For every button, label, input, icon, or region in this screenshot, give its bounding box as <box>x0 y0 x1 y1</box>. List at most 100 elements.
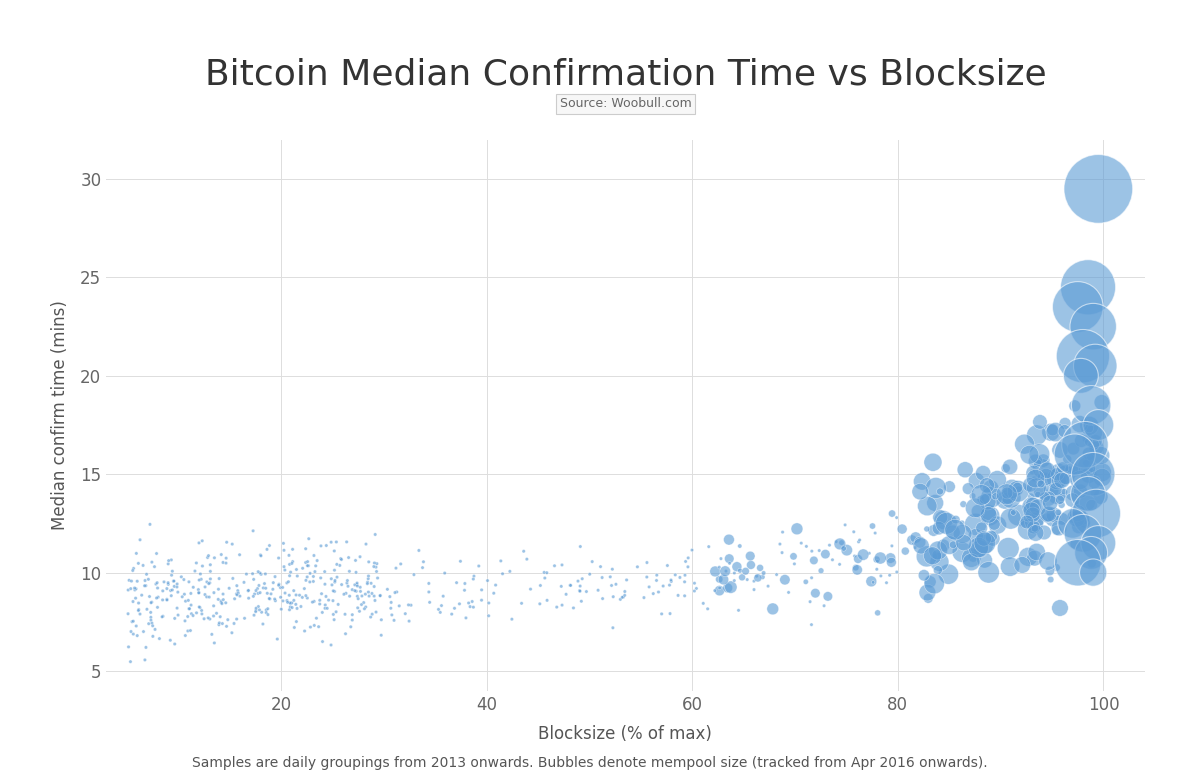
Point <box>260 539 278 552</box>
Point <box>564 601 583 614</box>
Point <box>143 617 162 629</box>
Point <box>978 495 997 508</box>
Point <box>223 626 242 639</box>
Point <box>1034 455 1053 467</box>
Point <box>142 614 160 626</box>
Point <box>1041 497 1060 509</box>
Point <box>247 602 266 615</box>
Point <box>126 592 145 605</box>
Point <box>130 604 149 616</box>
Point <box>1089 537 1108 549</box>
Point <box>779 586 798 598</box>
Point <box>956 463 975 476</box>
Point <box>275 564 294 577</box>
Point <box>381 602 400 615</box>
Point <box>562 579 581 591</box>
Point <box>637 571 656 584</box>
Point <box>227 587 245 600</box>
Point <box>367 561 386 573</box>
Point <box>350 550 369 563</box>
Point <box>979 509 998 521</box>
Point <box>925 577 944 590</box>
Point <box>430 603 448 615</box>
Point <box>887 511 906 524</box>
Point <box>572 573 591 585</box>
Point <box>191 568 210 580</box>
Point <box>654 580 673 592</box>
Point <box>157 593 176 605</box>
Point <box>291 601 310 613</box>
Title: Bitcoin Median Confirmation Time vs Blocksize: Bitcoin Median Confirmation Time vs Bloc… <box>204 57 1047 91</box>
Point <box>943 526 962 539</box>
Point <box>309 621 328 633</box>
Point <box>301 576 320 588</box>
Point <box>635 591 654 604</box>
Point <box>977 479 996 491</box>
Point <box>792 537 811 549</box>
Point <box>662 573 681 586</box>
Point <box>721 581 740 594</box>
Point <box>192 608 211 620</box>
Point <box>247 584 266 597</box>
Point <box>359 573 378 585</box>
Point <box>260 592 278 605</box>
Point <box>135 625 153 638</box>
Point <box>861 575 880 587</box>
Point <box>1022 490 1041 503</box>
Point <box>1025 552 1044 564</box>
Point <box>1022 504 1041 517</box>
Point <box>854 549 873 561</box>
Point <box>360 590 379 602</box>
Point <box>204 610 223 622</box>
Point <box>966 530 985 542</box>
Point <box>184 581 203 594</box>
Point <box>815 548 834 560</box>
Point <box>920 576 939 588</box>
Point <box>883 508 902 520</box>
Point <box>661 608 680 620</box>
Point <box>552 599 571 611</box>
Point <box>933 539 952 552</box>
Point <box>536 572 555 584</box>
Point <box>332 553 350 565</box>
Point <box>143 619 162 632</box>
Point <box>159 558 178 570</box>
Point <box>299 559 317 572</box>
Point <box>343 614 362 626</box>
Point <box>1053 499 1071 511</box>
Point <box>1053 513 1071 525</box>
Point <box>149 591 168 603</box>
Point <box>1020 501 1038 513</box>
Point <box>244 591 263 603</box>
Point <box>684 585 703 598</box>
Y-axis label: Median confirm time (mins): Median confirm time (mins) <box>51 300 70 530</box>
Point <box>1031 478 1050 490</box>
Point <box>637 556 656 569</box>
Point <box>367 606 386 618</box>
Point <box>300 532 319 545</box>
Point <box>290 589 309 601</box>
Point <box>223 538 242 550</box>
Point <box>293 562 312 574</box>
Point <box>142 606 160 618</box>
Point <box>614 591 632 603</box>
Point <box>678 552 697 564</box>
Point <box>972 489 991 501</box>
Point <box>773 546 792 559</box>
Point <box>1053 468 1071 480</box>
Point <box>172 591 191 603</box>
Point <box>240 584 258 597</box>
Point <box>1004 506 1023 518</box>
Point <box>371 590 389 602</box>
Point <box>275 544 294 556</box>
Point <box>346 579 365 591</box>
Point <box>322 536 341 549</box>
Point <box>296 556 315 569</box>
Point <box>982 490 1001 503</box>
Point <box>1027 482 1045 494</box>
Point <box>284 594 303 607</box>
Point <box>930 522 949 535</box>
Point <box>1022 511 1041 524</box>
Point <box>192 605 211 617</box>
Point <box>178 611 197 623</box>
